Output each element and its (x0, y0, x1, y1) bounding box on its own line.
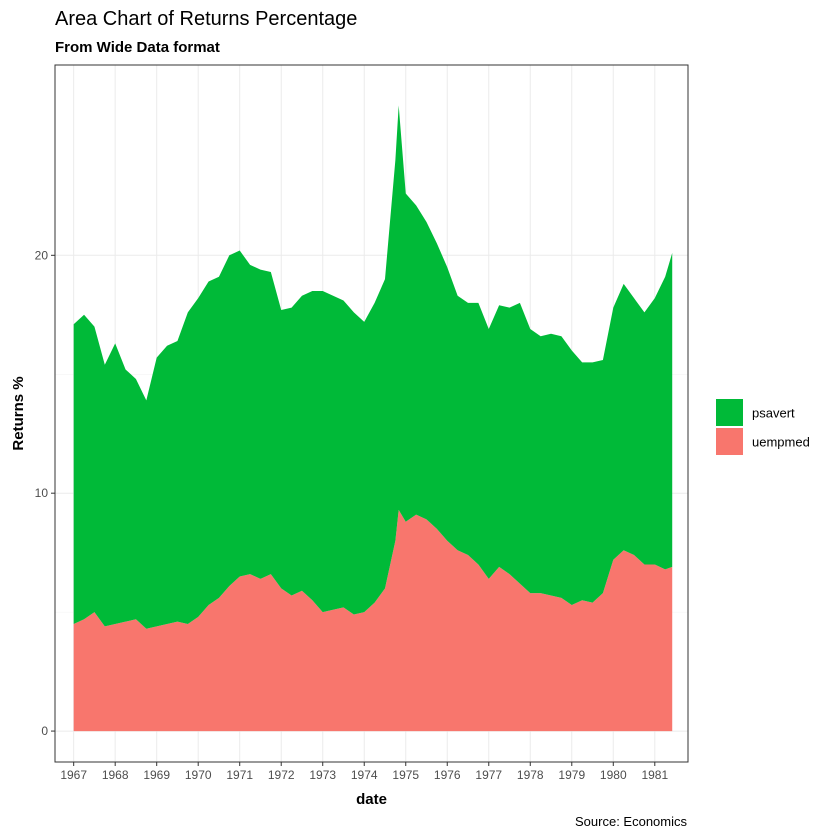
legend-label-uempmed: uempmed (752, 435, 810, 450)
x-tick-label: 1971 (226, 768, 253, 782)
chart-subtitle: From Wide Data format (55, 39, 220, 56)
x-tick-label: 1976 (434, 768, 461, 782)
y-axis-label: Returns % (10, 376, 27, 450)
area-uempmed (73, 509, 673, 732)
x-tick-label: 1969 (143, 768, 170, 782)
x-axis-label: date (356, 791, 387, 808)
x-tick-label: 1968 (102, 768, 129, 782)
y-tick-label: 10 (35, 486, 49, 500)
legend-key-psavert (716, 399, 743, 426)
x-tick-label: 1973 (309, 768, 336, 782)
x-tick-label: 1970 (185, 768, 212, 782)
x-tick-label: 1978 (517, 768, 544, 782)
chart-caption: Source: Economics (575, 814, 687, 829)
x-tick-label: 1977 (475, 768, 502, 782)
x-tick-label: 1981 (641, 768, 668, 782)
x-tick-label: 1979 (558, 768, 585, 782)
y-tick-label: 20 (35, 248, 49, 262)
y-tick-label: 0 (41, 724, 48, 738)
legend-key-uempmed (716, 428, 743, 455)
x-tick-label: 1975 (392, 768, 419, 782)
x-tick-label: 1974 (351, 768, 378, 782)
plot-border (54, 64, 689, 763)
legend-label-psavert: psavert (752, 406, 795, 421)
x-tick-label: 1980 (600, 768, 627, 782)
x-tick-label: 1967 (60, 768, 87, 782)
chart-title: Area Chart of Returns Percentage (55, 8, 358, 30)
area-psavert (73, 105, 673, 629)
x-tick-label: 1972 (268, 768, 295, 782)
